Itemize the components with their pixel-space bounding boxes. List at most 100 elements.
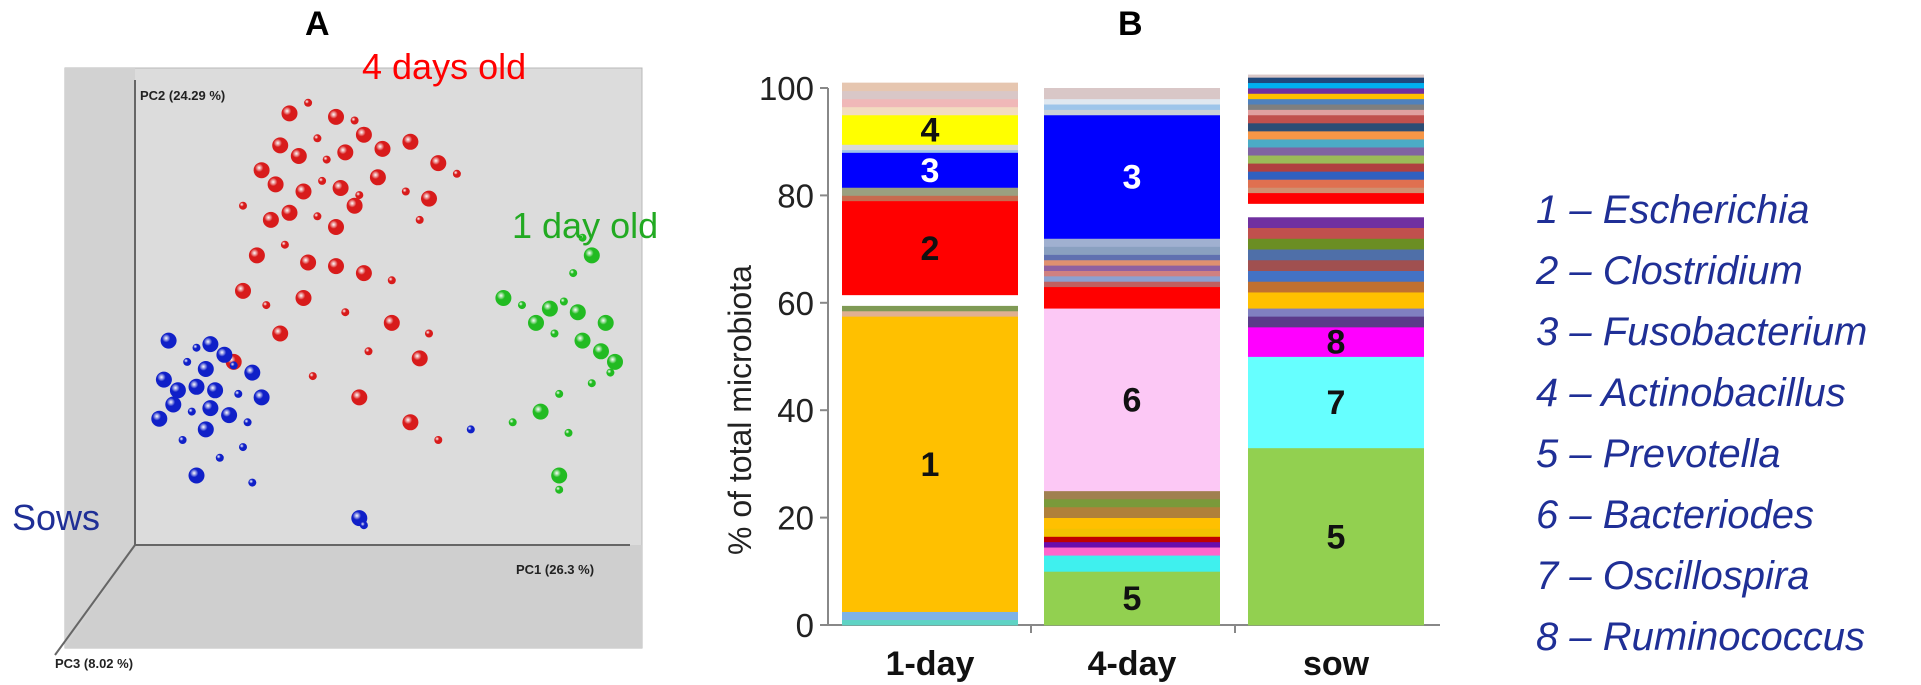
data-point	[606, 368, 615, 377]
pca-floor	[65, 545, 642, 648]
label-1-day-old: 1 day old	[512, 205, 659, 246]
bar-segment	[1044, 270, 1220, 277]
data-point	[197, 421, 214, 438]
bar-segment	[1248, 238, 1424, 250]
data-point	[607, 353, 623, 370]
bar-4-day: 5 6 3	[1044, 88, 1220, 626]
data-point	[425, 329, 433, 338]
legend-item-5: 5 – Prevotella	[1536, 432, 1781, 476]
bar-segment	[1044, 571, 1220, 626]
data-point	[593, 343, 609, 360]
bar-segment	[1044, 555, 1220, 572]
bar-segment	[1044, 275, 1220, 282]
bar-segment	[1248, 155, 1424, 164]
data-point	[583, 247, 600, 264]
data-point	[160, 332, 177, 349]
data-point	[569, 269, 578, 278]
data-point	[528, 314, 544, 331]
data-point	[415, 215, 424, 224]
data-point	[574, 332, 591, 349]
data-point	[351, 389, 368, 406]
data-point	[541, 300, 558, 317]
pca-side-wall	[65, 68, 135, 648]
data-point	[355, 126, 372, 143]
bar-segment	[1248, 163, 1424, 172]
bar-segment	[1044, 265, 1220, 271]
bar-segment	[842, 106, 1018, 116]
bar-segment	[1044, 547, 1220, 556]
data-point	[355, 265, 372, 282]
segment-label: 7	[1327, 384, 1346, 422]
data-point	[295, 183, 312, 200]
panel-b-title: B	[1118, 5, 1143, 43]
bar-segment	[1248, 308, 1424, 317]
bar-segment	[842, 611, 1018, 621]
data-point	[207, 382, 224, 399]
data-point	[202, 336, 219, 353]
bar-segment	[1044, 528, 1220, 537]
bar-sow: 5 7 8	[1248, 74, 1424, 626]
legend-item-2: 2 – Clostridium	[1536, 249, 1803, 293]
data-point	[383, 314, 400, 331]
pc2-axis-label: PC2 (24.29 %)	[140, 88, 226, 103]
data-point	[495, 290, 512, 306]
series-sows	[151, 332, 475, 530]
bar-segment	[1248, 203, 1424, 218]
data-point	[197, 361, 214, 377]
data-point	[300, 254, 317, 271]
data-point	[350, 116, 359, 125]
bar-segment	[842, 187, 1018, 196]
bar-segment	[1248, 93, 1424, 100]
bar-segment	[842, 316, 1018, 612]
bar-segment	[1044, 98, 1220, 105]
genus-legend: 1 – Escherichia 2 – Clostridium 3 – Fuso…	[1536, 180, 1867, 668]
bar-segment	[1044, 541, 1220, 548]
data-point	[569, 304, 586, 321]
bar-segment	[1248, 104, 1424, 110]
bar-segment	[842, 310, 1018, 317]
data-point	[555, 389, 564, 398]
pc3-axis	[54, 544, 136, 656]
data-point	[322, 155, 331, 164]
data-point	[466, 425, 475, 434]
data-point	[155, 371, 172, 388]
data-point	[328, 219, 344, 235]
series-4-days-old	[225, 98, 461, 444]
data-point	[239, 443, 247, 452]
data-point	[253, 162, 270, 179]
segment-label: 2	[921, 230, 940, 268]
data-point	[281, 204, 298, 221]
bar-segment	[1044, 88, 1220, 100]
data-point	[216, 346, 233, 363]
bar-segment	[1044, 104, 1220, 110]
y-tick-label: 20	[777, 500, 814, 537]
data-point	[165, 396, 182, 413]
y-tick-label: 40	[777, 392, 814, 429]
data-point	[421, 190, 437, 207]
legend-item-6: 6 – Bacteriodes	[1536, 493, 1814, 537]
bar-segment	[842, 200, 1018, 296]
bar-segment	[1248, 130, 1424, 140]
bar-segment	[1248, 77, 1424, 84]
data-point	[188, 467, 205, 484]
bar-segment	[1248, 139, 1424, 148]
y-tick-label: 80	[777, 177, 814, 214]
data-point	[346, 197, 363, 214]
data-point	[411, 350, 428, 367]
data-point	[187, 407, 196, 416]
data-point	[183, 357, 192, 366]
pc1-axis-label: PC1 (26.3 %)	[516, 562, 595, 577]
segment-label: 8	[1327, 324, 1346, 362]
bar-segment	[1248, 192, 1424, 204]
bar-segment	[1248, 109, 1424, 116]
data-point	[202, 400, 219, 417]
data-point	[313, 212, 322, 221]
data-point	[272, 325, 289, 342]
data-point	[262, 211, 279, 228]
x-tick-label: 1-day	[886, 645, 975, 683]
data-point	[318, 176, 327, 185]
data-point	[151, 410, 168, 427]
data-point	[434, 436, 443, 444]
data-point	[555, 485, 564, 494]
